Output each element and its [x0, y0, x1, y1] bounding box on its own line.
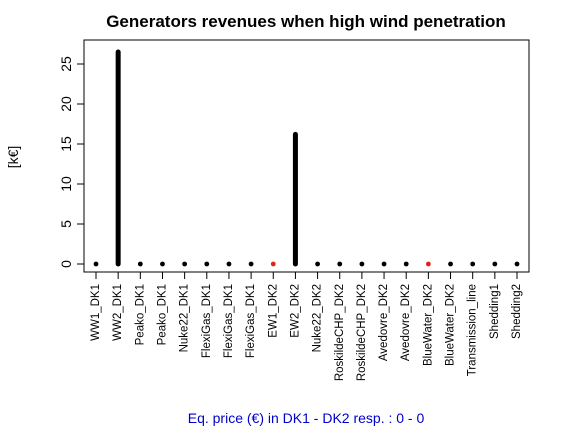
data-point: [204, 261, 210, 267]
plot-box: [83, 39, 530, 273]
y-tick-label: 0: [58, 260, 74, 268]
data-point: [315, 261, 320, 267]
data-point: [425, 261, 431, 267]
data-point: [248, 261, 254, 267]
x-tick-label: RoskildeCHP_DK2: [356, 284, 368, 381]
y-tick-label: 5: [58, 220, 74, 228]
chart-title: Generators revenues when high wind penet…: [106, 12, 506, 31]
x-tick-label: Transmission_line: [467, 284, 479, 376]
y-axis: 0 5 10 15 20 25: [58, 56, 85, 268]
x-tick-label: Avedovre_DK2: [378, 284, 390, 361]
x-tick-label: Shedding1: [489, 284, 501, 339]
x-tick-label: Nuke22_DK2: [312, 284, 324, 352]
data-point: [270, 261, 276, 267]
x-tick-label: FlexiGas_DK1: [245, 284, 257, 358]
data-point: [226, 261, 232, 267]
x-tick-label: Peako_DK1: [134, 284, 146, 345]
x-tick-label: WW1_DK1: [90, 284, 102, 341]
y-axis-label: [k€]: [5, 146, 21, 169]
x-tick-label: BlueWater_DK2: [422, 284, 434, 366]
x-axis: WW1_DK1 WW2_DK1 Peako_DK1 Peako_DK1 Nuke22_D…: [90, 271, 523, 381]
y-tick-label: 10: [58, 176, 74, 192]
x-tick-label: EW2_DK2: [289, 284, 301, 338]
data-point: [137, 261, 143, 267]
data-point: [160, 261, 165, 267]
x-tick-label: WW2_DK1: [112, 284, 124, 341]
data-points: [93, 49, 520, 267]
y-tick-label: 20: [58, 96, 74, 112]
x-tick-label: Shedding2: [511, 284, 523, 339]
x-tick-label: Avedovre_DK2: [400, 284, 412, 361]
x-tick-label: Nuke22_DK1: [179, 284, 191, 352]
y-tick-label: 15: [58, 136, 74, 152]
data-point: [448, 261, 453, 267]
data-point: [403, 261, 409, 267]
data-point: [337, 261, 343, 267]
data-point: [359, 261, 365, 267]
data-point: [182, 261, 188, 267]
x-tick-label: FlexiGas_DK1: [201, 284, 213, 358]
data-point: [381, 261, 387, 267]
x-tick-label: EW1_DK2: [267, 284, 279, 338]
x-tick-label: RoskildeCHP_DK2: [334, 284, 346, 381]
footer-note: Eq. price (€) in DK1 - DK2 resp. : 0 - 0: [188, 410, 425, 426]
x-tick-label: Peako_DK1: [157, 284, 169, 345]
x-tick-label: BlueWater_DK2: [445, 284, 457, 366]
data-point: [492, 261, 498, 267]
data-point: [93, 261, 99, 267]
y-tick-label: 25: [58, 56, 74, 72]
x-tick-label: FlexiGas_DK1: [223, 284, 235, 358]
data-point: [514, 261, 520, 267]
data-point: [470, 261, 476, 267]
